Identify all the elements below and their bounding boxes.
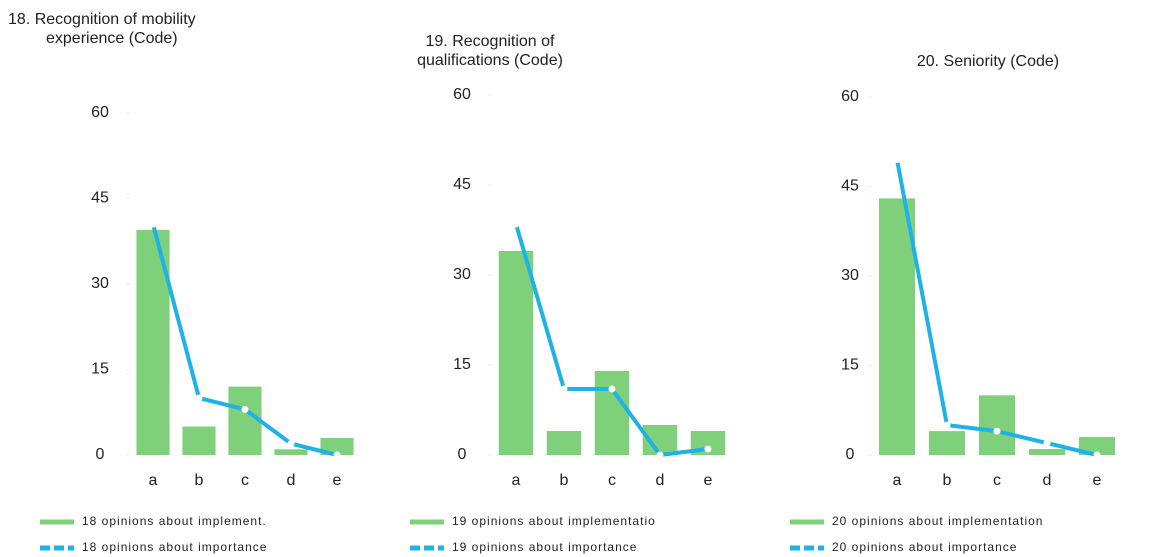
x-tick-label: a [893, 472, 902, 489]
y-tick-label: 15 [453, 356, 471, 373]
x-tick-label: b [195, 472, 204, 489]
bar [594, 371, 630, 455]
x-tick-label: c [993, 472, 1001, 489]
legend-label: 20 opinions about importance [832, 540, 1017, 554]
bar [274, 449, 308, 455]
legend-label: 19 opinions about importance [452, 540, 637, 554]
y-tick-label: 0 [458, 446, 467, 463]
legend-label: 20 opinions about implementation [832, 514, 1043, 528]
bar [182, 426, 216, 455]
y-tick-label: 60 [453, 86, 471, 103]
legend-swatch [40, 519, 74, 525]
y-tick-label: 60 [841, 88, 859, 105]
y-tick-label: 30 [453, 266, 471, 283]
y-tick-label: 45 [91, 190, 109, 207]
y-tick-label: 30 [91, 275, 109, 292]
bar [1079, 437, 1115, 455]
x-tick-label: b [560, 472, 569, 489]
chart-title: 19. Recognition of [426, 33, 556, 50]
bar [979, 395, 1015, 455]
line-marker [195, 394, 203, 402]
x-tick-label: e [704, 472, 713, 489]
line-marker [241, 405, 249, 413]
chart-title: 18. Recognition of mobility [8, 11, 196, 28]
y-tick-label: 30 [841, 267, 859, 284]
bar [879, 198, 915, 455]
line-marker [149, 220, 157, 228]
line-marker [1043, 439, 1051, 447]
line-marker [1093, 451, 1101, 459]
line-marker [512, 220, 520, 228]
x-tick-label: c [241, 472, 249, 489]
line-marker [943, 421, 951, 429]
y-tick-label: 15 [841, 357, 859, 374]
bar [929, 431, 965, 455]
bar [546, 431, 582, 455]
y-tick-label: 45 [841, 178, 859, 195]
legend-swatch [410, 519, 444, 525]
line-marker [287, 440, 295, 448]
line-marker [993, 427, 1001, 435]
y-tick-label: 60 [91, 104, 109, 121]
x-tick-label: e [333, 472, 342, 489]
chart-title: 20. Seniority (Code) [917, 53, 1059, 70]
x-tick-label: a [149, 472, 158, 489]
line-marker [333, 451, 341, 459]
x-tick-label: c [608, 472, 616, 489]
x-tick-label: e [1093, 472, 1102, 489]
y-tick-label: 0 [846, 446, 855, 463]
y-tick-label: 15 [91, 361, 109, 378]
x-tick-label: a [512, 472, 521, 489]
line-marker [893, 156, 901, 164]
legend-label: 19 opinions about implementatio [452, 514, 656, 528]
legend-label: 18 opinions about importance [82, 540, 267, 554]
line-marker [560, 385, 568, 393]
chart-title: qualifications (Code) [417, 52, 563, 69]
legend-swatch [790, 519, 824, 525]
line-marker [704, 445, 712, 453]
chart-title: experience (Code) [46, 30, 178, 47]
y-tick-label: 0 [96, 446, 105, 463]
x-tick-label: d [1043, 472, 1052, 489]
line-marker [608, 385, 616, 393]
bar [498, 251, 534, 455]
y-tick-label: 45 [453, 176, 471, 193]
x-tick-label: b [943, 472, 952, 489]
bar [320, 437, 354, 455]
x-tick-label: d [287, 472, 296, 489]
line-marker [656, 451, 664, 459]
legend-label: 18 opinions about implement. [82, 514, 267, 528]
bar [228, 386, 262, 455]
bar [1029, 449, 1065, 455]
x-tick-label: d [656, 472, 665, 489]
